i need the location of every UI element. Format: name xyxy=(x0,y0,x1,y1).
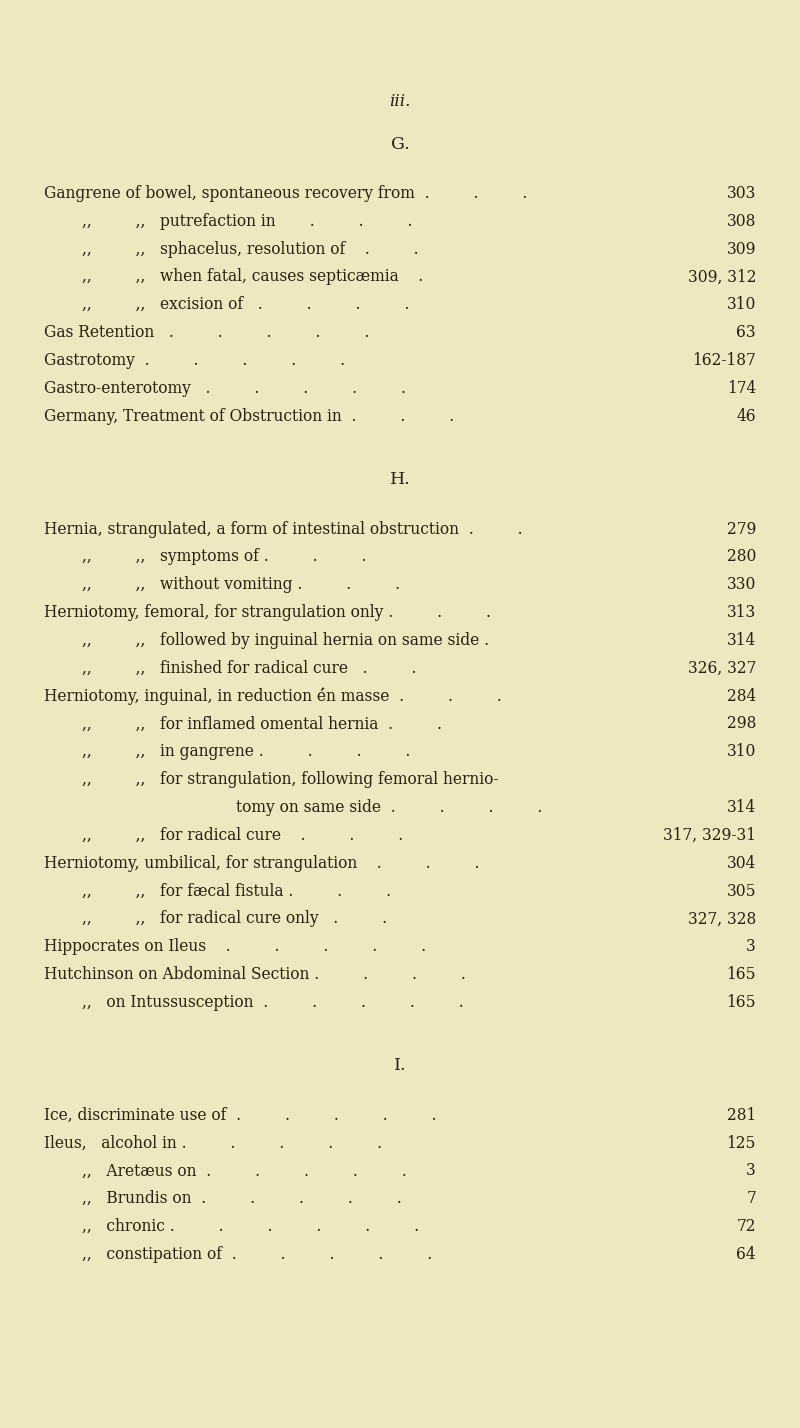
Text: Gastrotomy  .         .         .         .         .: Gastrotomy . . . . . xyxy=(44,351,345,368)
Text: ,,         ,,   for radical cure only   .         .: ,, ,, for radical cure only . . xyxy=(82,910,387,927)
Text: ,,         ,,   followed by inguinal hernia on same side .: ,, ,, followed by inguinal hernia on sam… xyxy=(82,631,490,648)
Text: 63: 63 xyxy=(736,324,756,341)
Text: ,,         ,,   for fæcal fistula .         .         .: ,, ,, for fæcal fistula . . . xyxy=(82,883,391,900)
Text: ,,         ,,   excision of   .         .         .         .: ,, ,, excision of . . . . xyxy=(82,296,410,313)
Text: Herniotomy, inguinal, in reduction é́n masse  .         .         .: Herniotomy, inguinal, in reduction é́n m… xyxy=(44,687,502,705)
Text: 309: 309 xyxy=(726,240,756,257)
Text: G.: G. xyxy=(390,136,410,153)
Text: Gastro-enterotomy   .         .         .         .         .: Gastro-enterotomy . . . . . xyxy=(44,380,406,397)
Text: 281: 281 xyxy=(726,1107,756,1124)
Text: Gangrene of bowel, spontaneous recovery from  .         .         .: Gangrene of bowel, spontaneous recovery … xyxy=(44,184,527,201)
Text: 314: 314 xyxy=(726,631,756,648)
Text: iii.: iii. xyxy=(390,93,410,110)
Text: Herniotomy, umbilical, for strangulation    .         .         .: Herniotomy, umbilical, for strangulation… xyxy=(44,854,479,871)
Text: 3: 3 xyxy=(746,938,756,955)
Text: Hippocrates on Ileus    .         .         .         .         .: Hippocrates on Ileus . . . . . xyxy=(44,938,426,955)
Text: 165: 165 xyxy=(726,965,756,982)
Text: 46: 46 xyxy=(736,407,756,424)
Text: 313: 313 xyxy=(726,604,756,621)
Text: Herniotomy, femoral, for strangulation only .         .         .: Herniotomy, femoral, for strangulation o… xyxy=(44,604,491,621)
Text: H.: H. xyxy=(390,471,410,488)
Text: 72: 72 xyxy=(737,1218,756,1235)
Text: 279: 279 xyxy=(726,520,756,537)
Text: 303: 303 xyxy=(726,184,756,201)
Text: ,,         ,,   when fatal, causes septicæmia    .: ,, ,, when fatal, causes septicæmia . xyxy=(82,268,424,286)
Text: ,,         ,,   for strangulation, following femoral hernio-: ,, ,, for strangulation, following femor… xyxy=(82,771,499,788)
Text: Ileus,   alcohol in .         .         .         .         .: Ileus, alcohol in . . . . . xyxy=(44,1134,382,1151)
Text: 317, 329-31: 317, 329-31 xyxy=(663,827,756,844)
Text: 308: 308 xyxy=(726,213,756,230)
Text: 326, 327: 326, 327 xyxy=(688,660,756,677)
Text: ,,   constipation of  .         .         .         .         .: ,, constipation of . . . . . xyxy=(82,1245,433,1262)
Text: 125: 125 xyxy=(726,1134,756,1151)
Text: Hernia, strangulated, a form of intestinal obstruction  .         .: Hernia, strangulated, a form of intestin… xyxy=(44,520,522,537)
Text: 64: 64 xyxy=(736,1245,756,1262)
Text: 174: 174 xyxy=(726,380,756,397)
Text: Germany, Treatment of Obstruction in  .         .         .: Germany, Treatment of Obstruction in . .… xyxy=(44,407,454,424)
Text: 304: 304 xyxy=(726,854,756,871)
Text: ,,         ,,   without vomiting .         .         .: ,, ,, without vomiting . . . xyxy=(82,575,401,593)
Text: ,,         ,,   in gangrene .         .         .         .: ,, ,, in gangrene . . . . xyxy=(82,743,410,760)
Text: ,,         ,,   finished for radical cure   .         .: ,, ,, finished for radical cure . . xyxy=(82,660,417,677)
Text: ,,         ,,   sphacelus, resolution of    .         .: ,, ,, sphacelus, resolution of . . xyxy=(82,240,419,257)
Text: tomy on same side  .         .         .         .: tomy on same side . . . . xyxy=(236,798,542,815)
Text: 3: 3 xyxy=(746,1162,756,1180)
Text: 305: 305 xyxy=(726,883,756,900)
Text: Ice, discriminate use of  .         .         .         .         .: Ice, discriminate use of . . . . . xyxy=(44,1107,437,1124)
Text: ,,         ,,   symptoms of .         .         .: ,, ,, symptoms of . . . xyxy=(82,548,367,565)
Text: ,,   on Intussusception  .         .         .         .         .: ,, on Intussusception . . . . . xyxy=(82,994,464,1011)
Text: Gas Retention   .         .         .         .         .: Gas Retention . . . . . xyxy=(44,324,370,341)
Text: 162-187: 162-187 xyxy=(692,351,756,368)
Text: ,,         ,,   for inflamed omental hernia  .         .: ,, ,, for inflamed omental hernia . . xyxy=(82,715,442,733)
Text: I.: I. xyxy=(394,1057,406,1074)
Text: 310: 310 xyxy=(726,743,756,760)
Text: ,,   Brundis on  .         .         .         .         .: ,, Brundis on . . . . . xyxy=(82,1190,402,1207)
Text: 327, 328: 327, 328 xyxy=(688,910,756,927)
Text: 165: 165 xyxy=(726,994,756,1011)
Text: 310: 310 xyxy=(726,296,756,313)
Text: 284: 284 xyxy=(726,687,756,704)
Text: 7: 7 xyxy=(746,1190,756,1207)
Text: 280: 280 xyxy=(726,548,756,565)
Text: 330: 330 xyxy=(726,575,756,593)
Text: ,,   chronic .         .         .         .         .         .: ,, chronic . . . . . . xyxy=(82,1218,419,1235)
Text: 298: 298 xyxy=(726,715,756,733)
Text: ,,   Aretæus on  .         .         .         .         .: ,, Aretæus on . . . . . xyxy=(82,1162,407,1180)
Text: ,,         ,,   putrefaction in       .         .         .: ,, ,, putrefaction in . . . xyxy=(82,213,413,230)
Text: 309, 312: 309, 312 xyxy=(687,268,756,286)
Text: Hutchinson on Abdominal Section .         .         .         .: Hutchinson on Abdominal Section . . . . xyxy=(44,965,466,982)
Text: 314: 314 xyxy=(726,798,756,815)
Text: ,,         ,,   for radical cure    .         .         .: ,, ,, for radical cure . . . xyxy=(82,827,404,844)
